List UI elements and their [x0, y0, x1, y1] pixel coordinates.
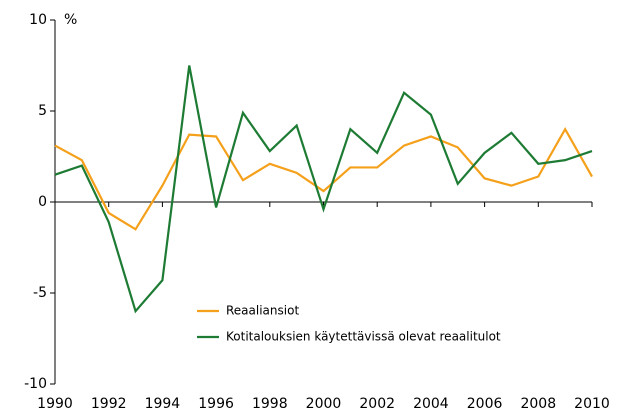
- y-tick-label: 5: [38, 103, 47, 119]
- x-tick-label: 1992: [91, 396, 127, 412]
- series-line: [54, 65, 593, 314]
- x-tick-label: 2006: [467, 396, 503, 412]
- y-tick-label: 10: [29, 12, 47, 28]
- x-tick-label: 2000: [306, 396, 342, 412]
- x-tick-label: 1994: [145, 396, 181, 412]
- y-axis-unit: %: [64, 12, 77, 28]
- y-tick-label: 0: [38, 194, 47, 210]
- series-line: [54, 126, 593, 231]
- x-tick-label: 1998: [252, 396, 288, 412]
- x-tick-label: 1990: [37, 396, 73, 412]
- legend-label: Kotitalouksien käytettävissä olevat reaa…: [226, 330, 501, 344]
- legend-label: Reaaliansiot: [226, 304, 299, 318]
- legend: Reaaliansiot Kotitalouksien käytettävissä…: [197, 304, 501, 344]
- x-tick-label: 2008: [520, 396, 556, 412]
- y-tick-label: -10: [24, 376, 47, 392]
- x-tick-label: 1996: [198, 396, 234, 412]
- x-tick-label: 2002: [359, 396, 395, 412]
- x-tick-label: 2010: [574, 396, 610, 412]
- x-tick-label: 2004: [413, 396, 449, 412]
- y-tick-label: -5: [33, 285, 47, 301]
